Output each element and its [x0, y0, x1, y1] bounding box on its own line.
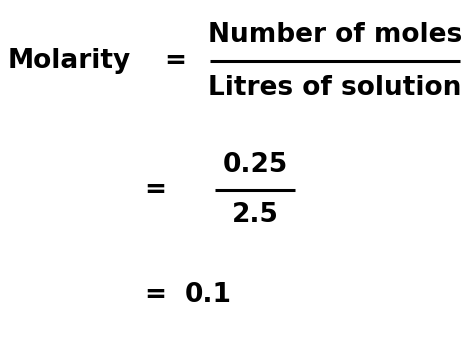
Text: 0.1: 0.1	[185, 282, 232, 308]
Text: =: =	[144, 177, 166, 203]
Text: Number of moles: Number of moles	[208, 22, 462, 48]
Text: =: =	[164, 48, 186, 74]
Text: 2.5: 2.5	[232, 202, 278, 228]
Text: Litres of solution: Litres of solution	[208, 75, 462, 101]
Text: 0.25: 0.25	[222, 152, 288, 178]
Text: =: =	[144, 282, 166, 308]
Text: Molarity: Molarity	[8, 48, 131, 74]
